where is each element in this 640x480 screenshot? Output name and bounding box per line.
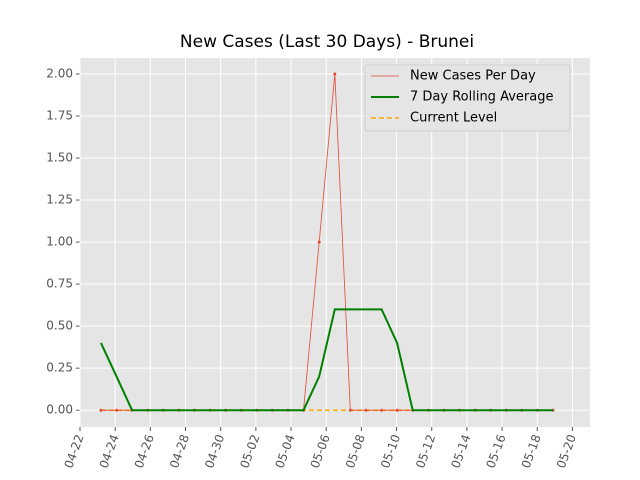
x-tick-label: 05-18 — [519, 433, 544, 471]
y-tick-label: 1.25 — [46, 193, 73, 207]
x-tick-label: 05-04 — [273, 433, 298, 471]
x-tick-label: 04-30 — [202, 433, 227, 471]
point — [395, 408, 399, 412]
point — [348, 408, 352, 412]
x-tick-label: 05-06 — [308, 433, 333, 471]
point — [99, 408, 103, 412]
y-tick-label: 0.75 — [46, 277, 73, 291]
x-tick-label: 04-28 — [167, 433, 192, 471]
x-tick-label: 05-20 — [554, 433, 579, 471]
x-tick-label: 05-14 — [448, 433, 473, 471]
x-tick-label: 05-16 — [484, 433, 509, 471]
x-tick-label: 04-24 — [97, 433, 122, 471]
legend-label: 7 Day Rolling Average — [410, 90, 553, 105]
x-tick-label: 05-08 — [343, 433, 368, 471]
point — [333, 72, 337, 76]
point — [380, 408, 384, 412]
y-tick-label: 2.00 — [46, 66, 73, 80]
series-line — [100, 308, 554, 412]
y-tick-label: 1.75 — [46, 108, 73, 122]
x-tick-label: 04-26 — [132, 433, 157, 471]
y-tick-label: 1.50 — [46, 151, 73, 165]
legend-label: New Cases Per Day — [410, 69, 536, 84]
y-tick-label: 1.00 — [46, 235, 73, 249]
y-tick-label: 0.00 — [46, 403, 73, 417]
x-tick-label: 05-02 — [237, 433, 262, 471]
x-tick-label: 05-12 — [413, 433, 438, 471]
chart-title: New Cases (Last 30 Days) - Brunei — [180, 32, 474, 52]
y-tick-label: 0.25 — [46, 361, 73, 375]
legend-label: Current Level — [410, 111, 497, 126]
y-tick-label: 0.50 — [46, 319, 73, 333]
legend-box — [364, 64, 571, 132]
x-tick-label: 04-22 — [61, 433, 86, 471]
x-tick-label: 05-10 — [378, 433, 403, 471]
point — [115, 408, 119, 412]
point — [364, 408, 368, 412]
point — [317, 240, 321, 244]
